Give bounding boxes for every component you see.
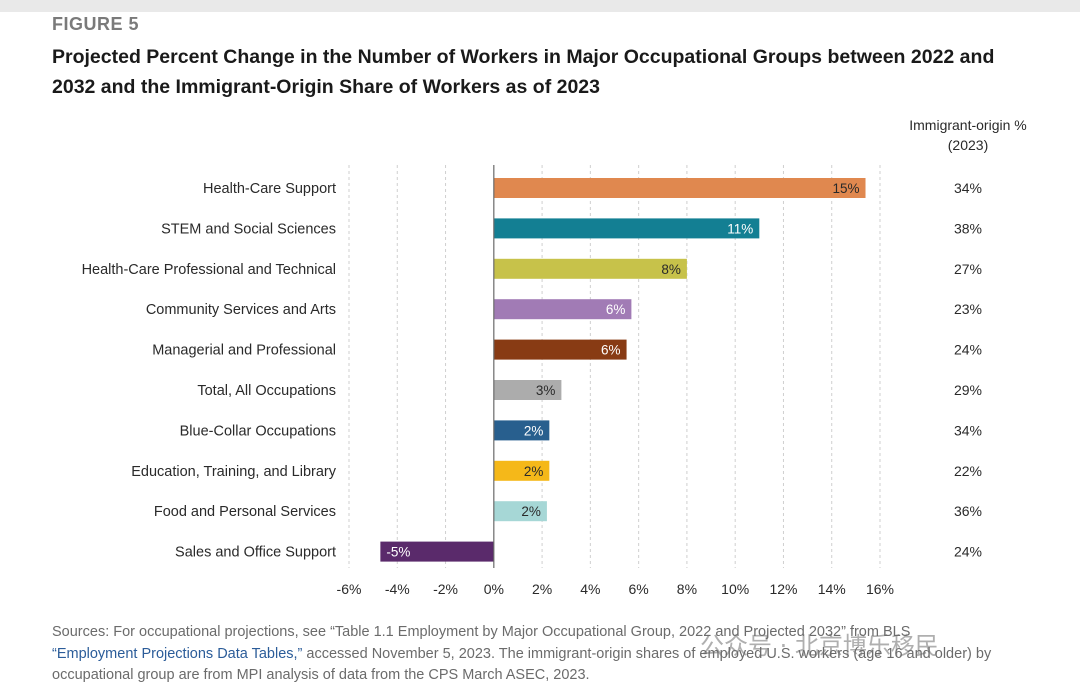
x-tick-label: 12%	[769, 581, 797, 597]
x-tick-label: 2%	[532, 581, 552, 597]
x-tick-label: 4%	[580, 581, 600, 597]
immigrant-share-value: 38%	[954, 220, 982, 236]
data-label: -5%	[386, 545, 410, 560]
data-label: 3%	[536, 383, 556, 398]
source-note: Sources: For occupational projections, s…	[52, 622, 1062, 687]
x-tick-label: -6%	[337, 581, 362, 597]
bar	[493, 460, 550, 481]
category-label: Blue-Collar Occupations	[180, 423, 336, 439]
watermark-text: 公众号 · 北京博乐移民	[700, 632, 939, 660]
immigrant-share-value: 34%	[954, 180, 982, 196]
category-label: Managerial and Professional	[152, 343, 336, 359]
bar	[493, 420, 550, 441]
data-label: 2%	[521, 504, 541, 519]
category-label: Sales and Office Support	[175, 545, 336, 561]
x-tick-label: 16%	[866, 581, 894, 597]
immigrant-share-value: 24%	[954, 342, 982, 358]
immigrant-share-value: 34%	[954, 422, 982, 438]
data-label: 8%	[661, 262, 681, 277]
data-label: 6%	[601, 343, 621, 358]
category-label: Food and Personal Services	[154, 504, 336, 520]
data-label: 15%	[832, 181, 859, 196]
bar	[493, 258, 687, 279]
category-label: STEM and Social Sciences	[161, 221, 336, 237]
category-label: Health-Care Professional and Technical	[82, 262, 336, 278]
bar	[380, 541, 494, 562]
source-text-2: accessed November 5, 2023. The immigrant…	[52, 645, 992, 684]
bar-chart: Health-Care Support 15% 34% STEM and Social…	[82, 117, 1027, 597]
x-tick-label: 14%	[818, 581, 846, 597]
right-column-subheader: (2023)	[948, 137, 988, 153]
figure-label: FIGURE 5	[52, 14, 140, 34]
bar	[493, 218, 760, 239]
x-tick-label: 8%	[677, 581, 697, 597]
category-label: Community Services and Arts	[146, 302, 336, 318]
immigrant-share-value: 24%	[954, 544, 982, 560]
data-label: 2%	[524, 423, 544, 438]
chart-title: Projected Percent Change in the Number o…	[52, 46, 995, 98]
bar	[493, 178, 866, 198]
category-label: Total, All Occupations	[197, 383, 336, 399]
x-tick-label: -2%	[433, 581, 458, 597]
top-band	[0, 0, 1080, 12]
bar	[493, 339, 627, 360]
right-column-header: Immigrant-origin %	[909, 117, 1026, 133]
immigrant-share-value: 36%	[954, 503, 982, 519]
immigrant-share-value: 29%	[954, 382, 982, 398]
immigrant-share-value: 23%	[954, 301, 982, 317]
data-label: 11%	[727, 221, 753, 236]
immigrant-share-value: 27%	[954, 261, 982, 277]
category-label: Education, Training, and Library	[131, 464, 336, 480]
x-tick-label: 6%	[629, 581, 649, 597]
category-label: Health-Care Support	[203, 181, 336, 197]
x-tick-label: 10%	[721, 581, 749, 597]
bar	[493, 380, 562, 400]
x-tick-label: -4%	[385, 581, 410, 597]
source-text-1: Sources: For occupational projections, s…	[52, 624, 911, 640]
bar	[493, 501, 547, 522]
data-label: 2%	[524, 464, 544, 479]
bar	[493, 299, 632, 320]
immigrant-share-value: 22%	[954, 463, 982, 479]
source-link[interactable]: “Employment Projections Data Tables,”	[52, 645, 303, 662]
data-label: 6%	[606, 302, 626, 317]
x-tick-label: 0%	[484, 581, 504, 597]
